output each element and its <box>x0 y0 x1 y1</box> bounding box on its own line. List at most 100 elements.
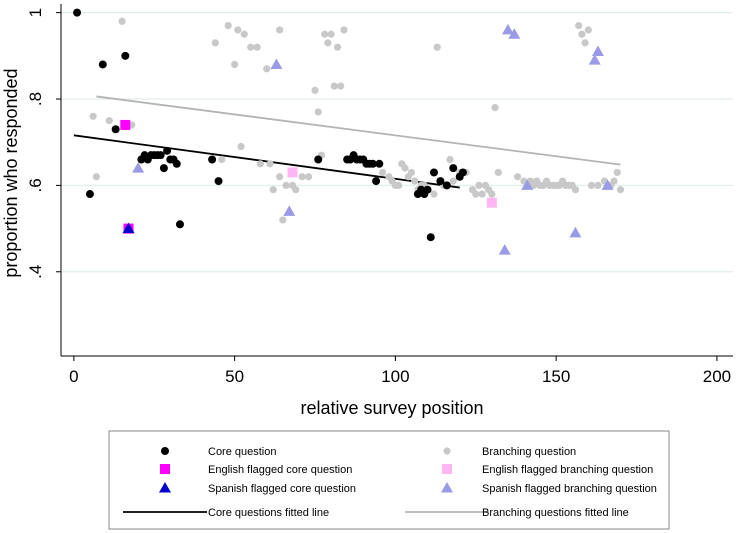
legend-label: Spanish flagged core question <box>208 483 356 495</box>
legend-item-branching: Branching question <box>443 446 576 458</box>
branching-point <box>304 173 313 181</box>
core-point <box>368 159 377 168</box>
branching-point <box>256 160 264 168</box>
branching-point <box>247 43 255 51</box>
core-point <box>98 60 107 69</box>
branching-point <box>118 17 126 25</box>
legend-item-branch_fit: Branching questions fitted line <box>405 507 629 519</box>
branching-point <box>231 60 239 69</box>
branching-point <box>333 43 342 51</box>
branching-point <box>395 181 403 189</box>
branching-point <box>311 86 319 94</box>
legend-box <box>108 430 670 530</box>
core-point <box>156 151 165 160</box>
branching-point <box>282 181 290 189</box>
branching-point <box>234 26 242 34</box>
branching-point <box>594 181 602 189</box>
core-point <box>214 177 223 186</box>
core-point <box>163 146 172 155</box>
x-tick-label: 100 <box>381 367 409 386</box>
core-point <box>121 51 130 60</box>
core-point <box>449 164 458 173</box>
axes: 0 50 100 150 200 .4 .6 .8 1 <box>26 4 733 386</box>
branching-point <box>340 26 348 34</box>
core-point <box>111 125 120 134</box>
x-tick-label: 150 <box>542 367 570 386</box>
branching-point <box>513 173 522 181</box>
branching-point <box>494 168 502 177</box>
core-point <box>429 168 438 177</box>
branching-point <box>330 82 338 90</box>
branching-point <box>89 112 97 120</box>
branching-point <box>92 173 100 181</box>
legend-label: Branching questions fitted line <box>482 507 629 519</box>
branching-point <box>478 190 486 198</box>
branching-point <box>587 181 596 189</box>
eng_branch-point <box>486 197 497 208</box>
core-point <box>372 177 381 186</box>
spa_branch-point <box>132 162 145 173</box>
branching-point <box>472 190 480 198</box>
eng_core-point <box>120 119 131 130</box>
branching-point <box>276 26 284 34</box>
x-tick-label: 200 <box>703 367 731 386</box>
legend-swatch-marker <box>442 464 452 474</box>
legend-item-spa_core: Spanish flagged core question <box>159 482 356 495</box>
legend-label: English flagged branching question <box>482 464 653 476</box>
branching-point <box>616 186 625 194</box>
spa_branch-series <box>132 23 614 255</box>
legend-item-spa_branch: Spanish flagged branching question <box>441 482 657 495</box>
legend-swatch-marker <box>160 464 170 474</box>
legend-label: Branching question <box>482 446 576 458</box>
eng_branch-point <box>287 167 298 178</box>
branching-series <box>89 17 625 224</box>
branching-point <box>491 104 499 112</box>
core_fit-line <box>73 134 460 189</box>
core-point <box>172 159 181 168</box>
branching-point <box>475 181 483 189</box>
data-points <box>73 8 625 255</box>
core-point <box>442 181 451 190</box>
eng_branch-series <box>287 167 497 208</box>
branching-point <box>218 155 226 164</box>
core-point <box>458 168 467 177</box>
branching-point <box>613 168 621 177</box>
spa_branch-point <box>508 28 521 39</box>
legend-swatch-marker <box>161 447 169 455</box>
branching-point <box>449 177 457 185</box>
branching-point <box>105 117 113 125</box>
y-tick-label: .6 <box>26 178 45 192</box>
branching-point <box>610 177 618 185</box>
branching-point <box>407 168 416 177</box>
branching-point <box>401 164 409 172</box>
spa_branch-point <box>521 179 534 190</box>
spa_branch-point <box>591 45 604 57</box>
legend-swatch-marker <box>443 447 451 455</box>
branching-point <box>240 30 248 38</box>
spa_branch-point <box>501 23 514 35</box>
branching-point <box>269 186 277 194</box>
y-axis-title: proportion who responded <box>1 68 21 277</box>
branching-point <box>584 26 592 34</box>
legend-swatch-marker <box>441 482 453 493</box>
legend-label: Spanish flagged branching question <box>482 483 657 495</box>
branching-point <box>321 30 329 38</box>
x-tick-label: 50 <box>225 367 244 386</box>
spa_branch-point <box>498 244 511 255</box>
branching-point <box>263 65 271 73</box>
legend-item-core_fit: Core questions fitted line <box>123 507 329 519</box>
branching-point <box>430 190 438 198</box>
spa_branch-point <box>569 226 582 238</box>
x-tick-label: 0 <box>69 367 78 386</box>
branching-point <box>411 177 419 185</box>
y-tick-label: .4 <box>26 265 45 279</box>
branching-point <box>237 142 245 151</box>
branching-point <box>298 173 306 181</box>
core-point <box>426 233 435 242</box>
branching-point <box>327 30 335 38</box>
spa_branch-point <box>601 179 614 190</box>
branching-point <box>224 21 232 30</box>
branching-point <box>337 82 345 90</box>
branching-point <box>314 108 322 116</box>
